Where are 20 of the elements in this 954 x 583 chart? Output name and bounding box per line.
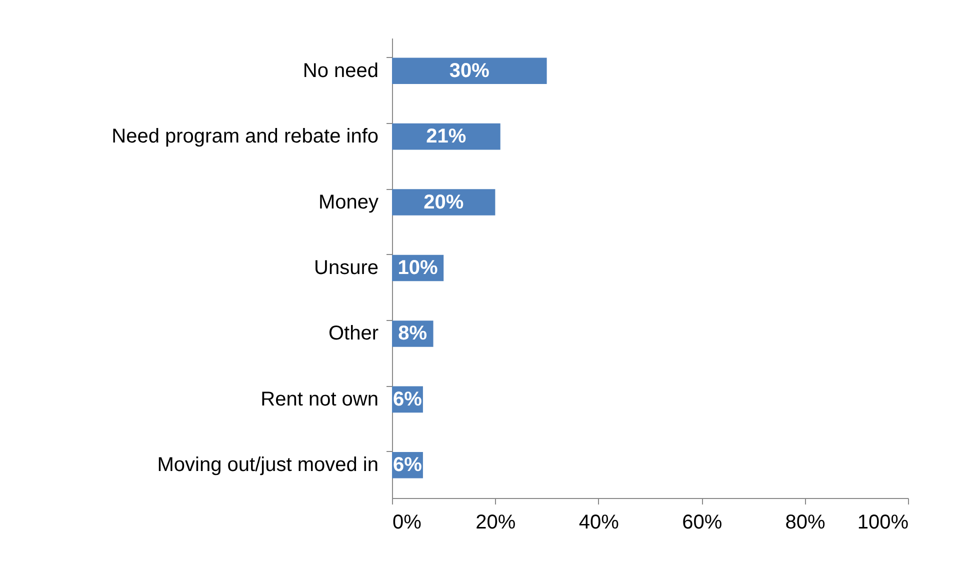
- data-label: 8%: [398, 322, 428, 345]
- data-label: 6%: [393, 388, 422, 410]
- y-tick-label: No need: [302, 60, 378, 82]
- x-tick-label: 40%: [578, 512, 620, 534]
- data-label: 21%: [426, 126, 466, 148]
- data-label: 6%: [393, 454, 422, 476]
- y-tick-label: Unsure: [314, 257, 378, 279]
- y-tick-label: Rent not own: [260, 388, 378, 410]
- x-tick-label: 0%: [392, 512, 422, 534]
- y-tick-label: Other: [328, 322, 379, 345]
- y-tick-label: Need program and rebate info: [112, 126, 378, 148]
- data-label: 10%: [398, 257, 438, 279]
- y-tick-label: Moving out/just moved in: [157, 454, 378, 476]
- x-tick-label: 100%: [857, 512, 909, 534]
- x-tick-label: 60%: [682, 512, 722, 534]
- data-label: 30%: [449, 60, 490, 82]
- y-tick-label: Money: [318, 191, 378, 214]
- x-tick-label: 20%: [476, 512, 516, 534]
- x-tick-label: 80%: [785, 512, 826, 534]
- data-label: 20%: [424, 191, 464, 214]
